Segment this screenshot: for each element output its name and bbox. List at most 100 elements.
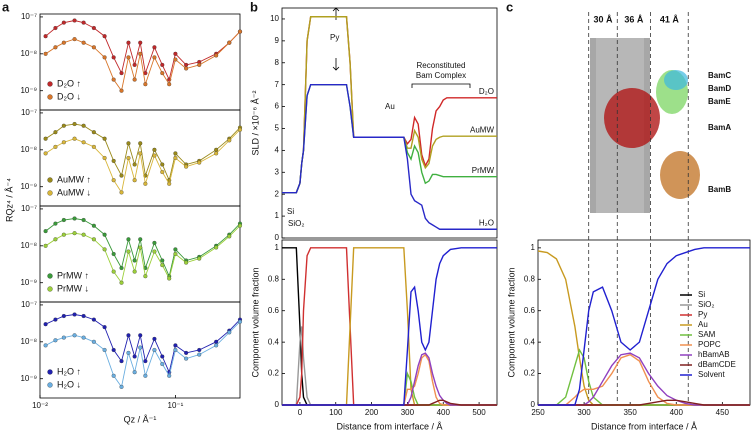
y-tick-label: 10⁻⁹ — [20, 86, 37, 95]
data-point — [102, 136, 107, 141]
legend-label: PrMW ↓ — [57, 283, 89, 293]
data-point — [132, 258, 137, 263]
data-point — [72, 216, 77, 221]
bamc-shape — [664, 70, 688, 90]
data-point — [138, 345, 143, 350]
data-point — [237, 223, 243, 228]
y-tick-label: 0.6 — [524, 306, 536, 315]
arrow — [332, 7, 340, 20]
y-tick-label: 10⁻⁷ — [21, 12, 37, 21]
data-point — [184, 62, 189, 67]
data-point — [173, 155, 178, 161]
data-point — [111, 251, 116, 257]
data-point — [227, 234, 232, 239]
legend-label: SiO₂ — [698, 300, 714, 309]
data-point — [197, 160, 202, 165]
data-point — [138, 40, 143, 45]
protein-structure — [590, 38, 700, 213]
data-point — [167, 276, 172, 281]
y-tick-label: 0.2 — [524, 369, 536, 378]
x-tick-label: 250 — [531, 408, 545, 417]
series-line — [45, 225, 241, 284]
data-point — [184, 260, 189, 265]
y-tick-label: 10⁻⁹ — [20, 182, 37, 191]
annotation: Bam Complex — [416, 71, 466, 80]
data-point — [43, 243, 48, 248]
data-point — [173, 347, 178, 353]
y-tick-label: 1 — [275, 243, 280, 252]
x-tick-label: 10⁻² — [32, 401, 48, 410]
annotation-arrows — [332, 7, 471, 88]
data-point — [214, 343, 219, 348]
data-point — [143, 181, 148, 186]
data-point — [43, 322, 48, 327]
legend-marker — [47, 94, 53, 100]
y-tick-label: 0 — [275, 233, 280, 242]
data-point — [126, 237, 131, 242]
data-point — [160, 258, 165, 263]
data-point — [126, 55, 131, 60]
legend-marker — [47, 369, 53, 375]
data-point — [184, 350, 189, 355]
data-point — [81, 140, 86, 145]
data-point — [138, 51, 143, 56]
data-point — [91, 317, 96, 322]
data-point — [53, 317, 58, 322]
y-axis-label: Component volume fraction — [506, 267, 516, 377]
x-tick-label: 500 — [472, 408, 486, 417]
data-point — [119, 384, 124, 389]
x-tick-label: 100 — [329, 408, 343, 417]
x-tick-label: 300 — [577, 408, 591, 417]
legend-label: Si — [698, 290, 705, 299]
data-point — [173, 57, 178, 62]
legend-label: Py — [698, 310, 707, 319]
data-point — [61, 123, 66, 128]
data-point — [91, 25, 96, 31]
series-line — [45, 20, 241, 81]
data-point — [143, 82, 148, 87]
data-point — [167, 82, 172, 87]
data-point — [81, 123, 86, 128]
series-label: D₂O — [479, 87, 494, 96]
data-point — [91, 223, 96, 228]
data-point — [119, 173, 124, 178]
legend-label: Au — [698, 320, 708, 329]
data-point — [61, 140, 66, 145]
data-point — [227, 138, 232, 143]
legend-label: PrMW ↑ — [57, 270, 89, 280]
legend-label: D₂O ↓ — [57, 91, 81, 101]
y-tick-label: 10⁻⁷ — [21, 108, 37, 117]
data-point — [72, 37, 77, 42]
data-point — [72, 231, 77, 236]
data-point — [91, 45, 96, 50]
data-point — [61, 232, 66, 237]
data-point — [160, 361, 165, 367]
data-point — [132, 370, 137, 375]
data-point — [102, 247, 107, 252]
data-point — [53, 237, 58, 242]
spacing-label: 41 Å — [660, 14, 680, 24]
series-line — [282, 247, 497, 406]
data-point — [227, 40, 232, 45]
y-tick-label: 1 — [531, 243, 536, 252]
data-point — [237, 29, 243, 34]
x-tick-label: 350 — [623, 408, 637, 417]
series-line — [282, 326, 497, 406]
data-point — [132, 269, 137, 274]
x-tick-label: 10⁻¹ — [168, 401, 184, 410]
y-tick-label: 0.4 — [524, 337, 536, 346]
x-tick-label: 200 — [365, 408, 379, 417]
data-point — [214, 147, 219, 152]
data-point — [111, 269, 116, 274]
x-tick-label: 300 — [401, 408, 415, 417]
legend-marker — [47, 81, 53, 87]
bama-shape — [604, 88, 660, 148]
data-point — [72, 312, 77, 317]
legend-label: AuMW ↓ — [57, 187, 91, 197]
data-point — [132, 77, 137, 82]
data-point — [111, 158, 116, 163]
y-tick-label: 10⁻⁸ — [21, 241, 38, 250]
data-point — [126, 155, 131, 161]
legend-label: hBamAB — [698, 350, 730, 359]
